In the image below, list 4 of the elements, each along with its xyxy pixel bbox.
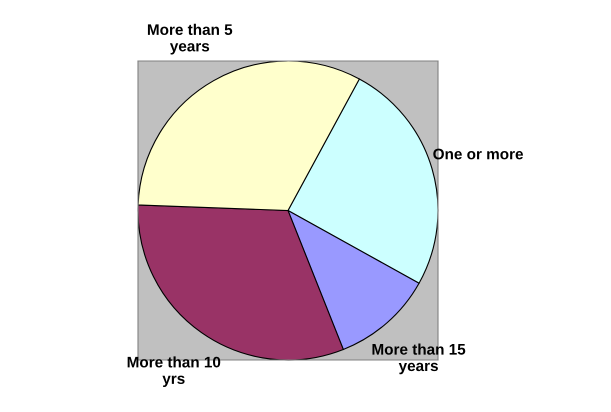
slice-label: More than 10 yrs: [128, 356, 220, 388]
slice-label: More than 15 years: [372, 343, 466, 374]
slice-label: One or more: [433, 148, 523, 160]
slice-label: More than 5 years: [148, 24, 232, 54]
